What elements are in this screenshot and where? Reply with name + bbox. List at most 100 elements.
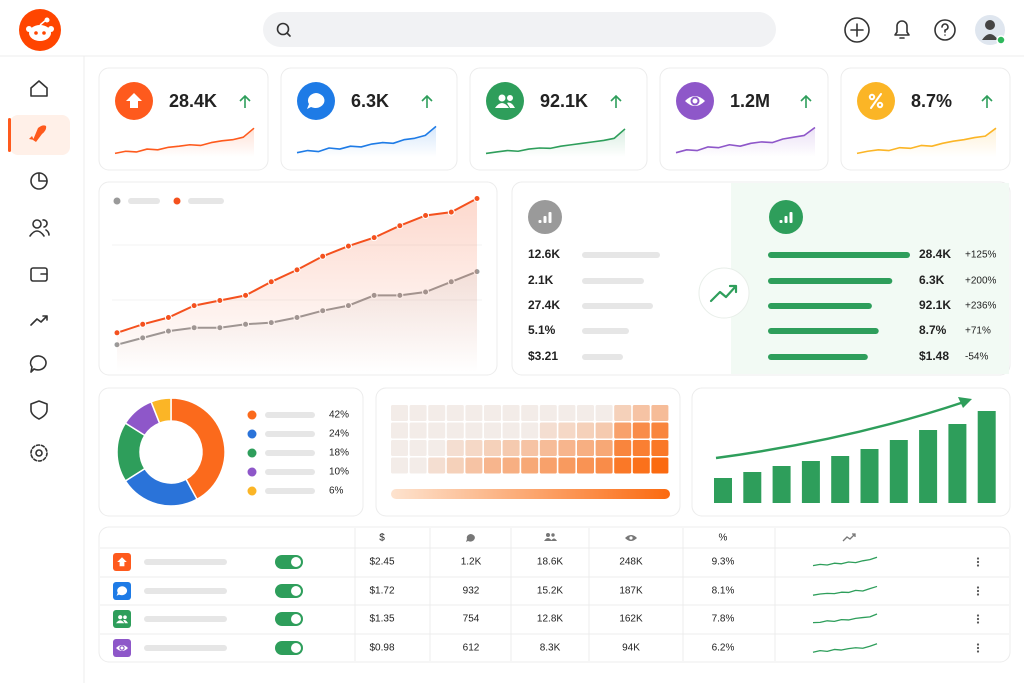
heat-cell xyxy=(614,422,632,439)
cell-price: $0.98 xyxy=(369,643,394,654)
kpi-value: 1.2M xyxy=(730,91,770,111)
series-point xyxy=(164,314,172,321)
series-point xyxy=(216,297,224,304)
nav-trending[interactable] xyxy=(30,315,48,326)
heat-cell xyxy=(484,457,501,474)
legend-dot xyxy=(247,486,257,496)
cell-members: 8.3K xyxy=(540,643,561,654)
heat-cell xyxy=(465,440,483,456)
heat-cell xyxy=(391,440,408,456)
heat-cell xyxy=(558,457,576,474)
series-point xyxy=(473,195,481,202)
nav-communities[interactable] xyxy=(29,219,50,237)
row-menu[interactable] xyxy=(976,614,980,624)
comparison-icon-bar xyxy=(789,212,793,223)
legend-dot xyxy=(247,467,257,477)
heat-cell xyxy=(409,405,427,421)
series-point xyxy=(422,212,430,219)
trend-up-arrow xyxy=(610,94,622,108)
cell-views: 162K xyxy=(619,614,643,625)
slice-label: 10% xyxy=(329,467,349,478)
heat-cell xyxy=(409,440,427,456)
icon-users xyxy=(495,102,515,108)
cell-price: $1.72 xyxy=(369,586,394,597)
icon-users xyxy=(123,615,127,619)
icon-percent xyxy=(876,101,884,109)
row-menu-dot xyxy=(976,593,980,596)
heat-cell xyxy=(502,440,520,456)
compare-badge xyxy=(698,267,750,319)
heat-cell xyxy=(539,405,557,421)
nav-moderation[interactable] xyxy=(30,400,48,420)
slice-label: 18% xyxy=(329,448,349,459)
row-menu-dot xyxy=(976,614,980,617)
series-point xyxy=(242,291,250,299)
heat-cell xyxy=(409,422,427,439)
column-header: % xyxy=(719,533,728,544)
logo[interactable] xyxy=(19,9,61,51)
sparkline xyxy=(812,613,878,624)
sparkline xyxy=(485,128,626,155)
create-button[interactable] xyxy=(844,17,870,43)
heat-cell xyxy=(502,405,520,421)
nav-settings[interactable] xyxy=(30,444,48,462)
toggle-knob xyxy=(291,586,301,596)
nav-chat[interactable] xyxy=(29,355,47,373)
cell-rate: 8.1% xyxy=(712,586,735,597)
nav-wallet[interactable] xyxy=(30,267,48,282)
heat-cell xyxy=(465,422,483,439)
heat-cell xyxy=(409,457,427,474)
row-menu-dot xyxy=(976,564,980,567)
row-menu-dot xyxy=(976,617,980,621)
row-menu[interactable] xyxy=(976,586,980,596)
help-button[interactable] xyxy=(934,19,956,41)
row-menu-dot xyxy=(976,586,980,589)
heat-cell xyxy=(614,405,632,421)
trend-up-arrow xyxy=(421,94,433,108)
row-menu[interactable] xyxy=(976,643,980,653)
bar xyxy=(772,466,791,503)
heat-cell xyxy=(558,422,576,439)
comparison-icon-bar xyxy=(543,216,547,223)
series-point xyxy=(267,278,275,286)
cell-views: 248K xyxy=(619,557,643,568)
avatar[interactable] xyxy=(975,15,1006,45)
heat-cell xyxy=(577,457,594,474)
growth-arrowhead xyxy=(958,397,972,408)
series-point xyxy=(344,242,352,250)
nav-home[interactable] xyxy=(30,80,48,97)
cell-members: 12.8K xyxy=(537,614,563,625)
heat-scale xyxy=(391,489,670,499)
row-menu[interactable] xyxy=(976,557,980,567)
kpi-value: 6.3K xyxy=(351,91,389,111)
heat-cell xyxy=(577,405,594,421)
heat-cell xyxy=(539,422,557,439)
bar xyxy=(948,424,967,503)
heat-cell xyxy=(446,422,464,439)
header-icon-comments xyxy=(466,534,475,542)
heat-cell xyxy=(558,440,576,456)
cell-comments: 612 xyxy=(463,643,480,654)
notifications-button[interactable] xyxy=(894,20,910,39)
series-point xyxy=(370,234,378,242)
cell-comments: 754 xyxy=(463,614,480,625)
nav-popular[interactable] xyxy=(8,115,70,155)
legend-dot xyxy=(247,429,257,439)
row-icon xyxy=(113,610,131,628)
heat-cell xyxy=(577,440,594,456)
icon-comment xyxy=(307,93,325,109)
sparkline xyxy=(675,126,816,154)
nav-analytics[interactable] xyxy=(30,172,48,190)
heat-cell xyxy=(446,405,464,421)
bar xyxy=(831,456,850,503)
heat-cell xyxy=(521,422,539,439)
search-bar[interactable] xyxy=(263,12,776,47)
growth-arrow xyxy=(715,400,965,460)
row-menu-dot xyxy=(976,589,980,593)
heat-cell xyxy=(651,457,669,474)
compare-badge-icon xyxy=(709,284,738,303)
current-value: 8.7% xyxy=(919,323,947,337)
bar xyxy=(919,430,938,503)
heat-cell xyxy=(577,422,594,439)
heat-cell xyxy=(632,422,650,439)
